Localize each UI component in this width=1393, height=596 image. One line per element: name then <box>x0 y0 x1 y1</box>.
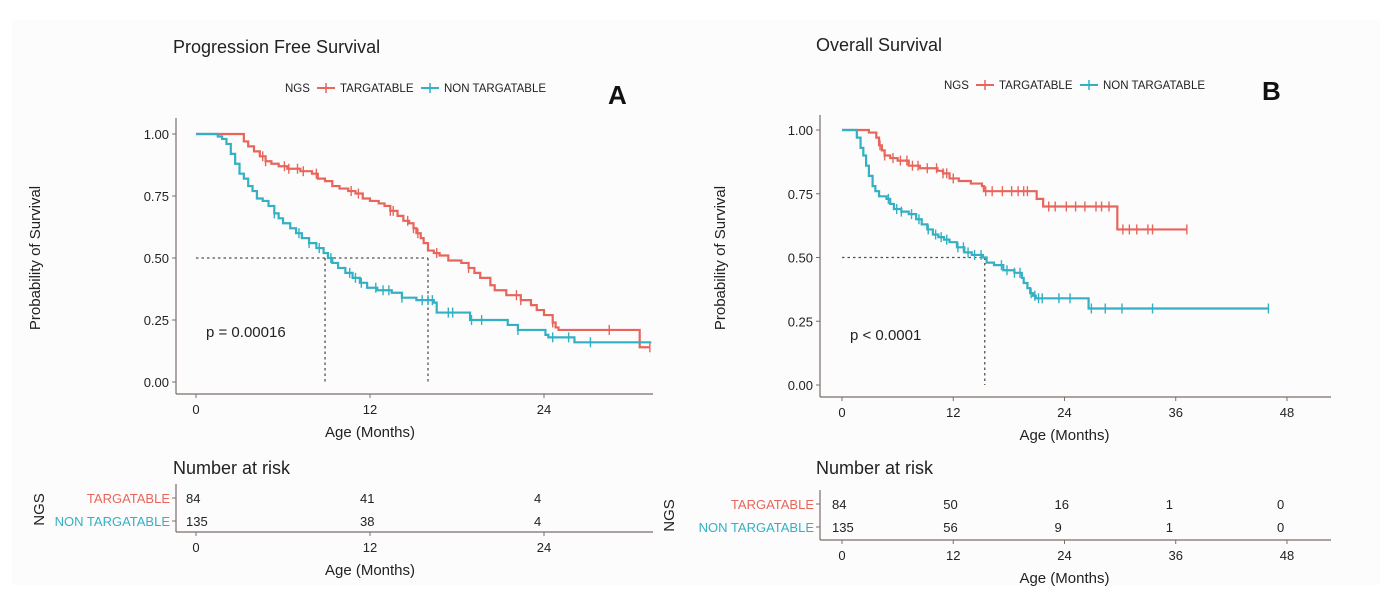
risk-x-tick-label: 0 <box>838 548 845 563</box>
risk-count: 1 <box>1166 520 1173 535</box>
x-tick-label: 24 <box>537 402 551 417</box>
survival-curve <box>196 132 652 344</box>
survival-curve <box>842 128 1187 231</box>
risk-table-x-label: Age (Months) <box>1019 570 1109 587</box>
y-tick-label: 0.25 <box>788 314 813 329</box>
panel-label: A <box>608 80 627 110</box>
x-axis-label: Age (Months) <box>325 424 415 441</box>
figure-background <box>12 20 1380 585</box>
risk-row-label: NON TARGATABLE <box>699 520 815 535</box>
legend-label: TARGATABLE <box>999 80 1073 92</box>
risk-x-tick-label: 24 <box>1057 548 1071 563</box>
y-tick-label: 0.75 <box>144 189 169 204</box>
legend-item: TARGATABLE <box>317 83 414 95</box>
risk-count: 135 <box>186 514 208 529</box>
risk-count: 41 <box>360 491 374 506</box>
legend-label: TARGATABLE <box>340 83 414 95</box>
chart-title: Overall Survival <box>816 35 942 55</box>
panel-label: B <box>1262 76 1281 106</box>
p-value-annotation: p < 0.0001 <box>850 327 921 344</box>
risk-table: Number at risk NGS TARGATABLE 84 41 4 NON TARG… <box>31 458 653 579</box>
legend-label: NON TARGATABLE <box>1103 80 1205 92</box>
risk-count: 1 <box>1166 497 1173 512</box>
series-targatable <box>196 132 651 353</box>
risk-x-tick-label: 48 <box>1280 548 1294 563</box>
y-tick-label: 0.00 <box>144 375 169 390</box>
x-tick-label: 48 <box>1280 405 1294 420</box>
x-tick-label: 36 <box>1168 405 1182 420</box>
series-non-targatable <box>842 128 1270 314</box>
risk-count: 135 <box>832 520 854 535</box>
series-non-targatable <box>196 132 652 348</box>
legend-item: TARGATABLE <box>976 80 1073 92</box>
y-tick-label: 0.50 <box>788 251 813 266</box>
legend-label: NON TARGATABLE <box>444 83 546 95</box>
survival-curve <box>842 128 1269 310</box>
risk-count: 0 <box>1277 497 1284 512</box>
risk-x-tick-label: 36 <box>1168 548 1182 563</box>
risk-x-tick-label: 24 <box>537 540 551 555</box>
y-tick-label: 0.50 <box>144 251 169 266</box>
risk-count: 9 <box>1054 520 1061 535</box>
risk-table-title: Number at risk <box>173 458 291 478</box>
risk-count: 84 <box>832 497 846 512</box>
legend-title: NGS <box>285 83 310 95</box>
legend-title: NGS <box>944 80 969 92</box>
x-tick-label: 12 <box>363 402 377 417</box>
risk-count: 84 <box>186 491 200 506</box>
risk-x-tick-label: 12 <box>946 548 960 563</box>
risk-row-label: TARGATABLE <box>731 497 814 512</box>
risk-count: 4 <box>534 514 541 529</box>
x-tick-label: 0 <box>192 402 199 417</box>
risk-table-x-label: Age (Months) <box>325 562 415 579</box>
risk-table-title: Number at risk <box>816 458 934 478</box>
risk-table: Number at risk NGS TARGATABLE 84 50 16 1 0 NON T… <box>661 458 1331 587</box>
y-tick-label: 0.00 <box>788 378 813 393</box>
risk-count: 0 <box>1277 520 1284 535</box>
legend-item: NON TARGATABLE <box>1080 80 1205 92</box>
risk-row-label: NON TARGATABLE <box>55 514 171 529</box>
p-value-annotation: p = 0.00016 <box>206 324 286 341</box>
legend: NGS TARGATABLE NON TARGATABLE <box>285 83 546 95</box>
risk-count: 38 <box>360 514 374 529</box>
risk-count: 56 <box>943 520 957 535</box>
risk-row-label: TARGATABLE <box>87 491 170 506</box>
km-panel-a: Progression Free Survival NGS TARGATABLE NO… <box>27 37 653 579</box>
chart-title: Progression Free Survival <box>173 37 380 57</box>
legend: NGS TARGATABLE NON TARGATABLE <box>944 80 1205 92</box>
risk-count: 50 <box>943 497 957 512</box>
survival-curve <box>196 132 650 349</box>
legend-item: NON TARGATABLE <box>421 83 546 95</box>
risk-x-tick-label: 0 <box>192 540 199 555</box>
risk-table-y-label: NGS <box>31 493 48 526</box>
x-tick-label: 12 <box>946 405 960 420</box>
x-tick-label: 0 <box>838 405 845 420</box>
y-axis-label: Probability of Survival <box>27 186 44 330</box>
y-tick-label: 1.00 <box>144 127 169 142</box>
series-targatable <box>842 128 1188 235</box>
km-panel-b: Overall Survival NGS TARGATABLE NON TARGATA… <box>661 35 1331 587</box>
risk-count: 4 <box>534 491 541 506</box>
x-axis-label: Age (Months) <box>1019 427 1109 444</box>
x-tick-label: 24 <box>1057 405 1071 420</box>
risk-count: 16 <box>1054 497 1068 512</box>
risk-table-y-label: NGS <box>661 499 678 532</box>
y-tick-label: 0.25 <box>144 313 169 328</box>
y-tick-label: 1.00 <box>788 123 813 138</box>
y-tick-label: 0.75 <box>788 187 813 202</box>
y-axis-label: Probability of Survival <box>712 186 729 330</box>
risk-x-tick-label: 12 <box>363 540 377 555</box>
